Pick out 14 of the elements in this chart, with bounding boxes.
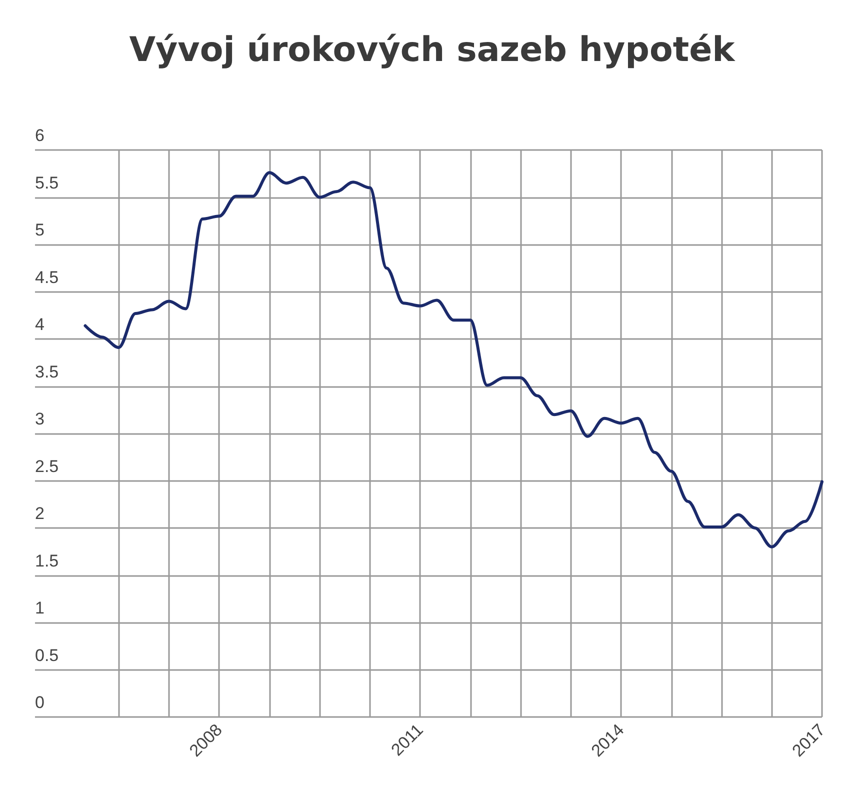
y-tick-label: 3.5 <box>35 362 59 382</box>
y-tick-label: 5.5 <box>35 173 59 192</box>
y-tick-label: 2 <box>35 504 44 523</box>
y-tick-label: 5 <box>35 220 44 240</box>
y-tick-label: 1.5 <box>35 551 59 570</box>
y-tick-label: 1 <box>35 598 44 618</box>
y-tick-label: 0 <box>35 693 44 712</box>
y-tick-label: 2.5 <box>35 456 59 476</box>
y-tick-label: 4.5 <box>35 268 59 287</box>
y-tick-label: 4 <box>35 315 44 334</box>
y-tick-label: 0.5 <box>35 646 59 665</box>
y-tick-label: 3 <box>35 410 44 428</box>
chart-title: Vývoj úrokových sazeb hypoték <box>129 30 736 70</box>
y-tick-label: 6 <box>35 126 44 145</box>
